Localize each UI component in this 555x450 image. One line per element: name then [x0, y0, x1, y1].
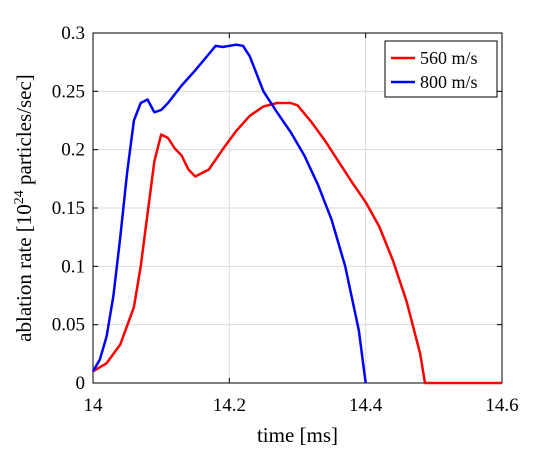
grid — [93, 33, 502, 383]
y-axis-label: ablation rate [1024 particles/sec] — [12, 74, 36, 342]
legend-box — [384, 40, 498, 98]
series-line-560 — [92, 101, 502, 385]
x-tick-labels: 14 14.2 14.4 14.6 — [84, 395, 519, 416]
y-tick-label: 0.1 — [61, 256, 85, 277]
legend: 560 m/s 800 m/s — [384, 40, 498, 98]
x-axis-label: time [ms] — [257, 423, 338, 447]
y-axis-label-main: ablation rate [10 — [12, 204, 36, 342]
y-tick-labels: 0 0.05 0.1 0.15 0.2 0.25 0.3 — [52, 23, 85, 394]
y-axis-label-exponent: 24 — [12, 190, 27, 204]
legend-label-800: 800 m/s — [420, 72, 478, 92]
x-tick-label: 14.6 — [485, 395, 518, 416]
y-tick-label: 0.2 — [61, 140, 85, 161]
series-lines — [91, 43, 502, 385]
x-tick-label: 14.2 — [213, 395, 246, 416]
y-tick-label: 0.25 — [52, 81, 85, 102]
y-tick-label: 0.15 — [52, 198, 85, 219]
series-line-800 — [91, 43, 367, 384]
y-tick-label: 0.3 — [61, 23, 85, 44]
x-tick-label: 14 — [84, 395, 104, 416]
y-tick-label: 0.05 — [52, 315, 85, 336]
legend-label-560: 560 m/s — [420, 48, 478, 68]
y-axis-label-unit: particles/sec] — [12, 74, 36, 190]
x-tick-label: 14.4 — [349, 395, 383, 416]
y-tick-label: 0 — [76, 373, 86, 394]
